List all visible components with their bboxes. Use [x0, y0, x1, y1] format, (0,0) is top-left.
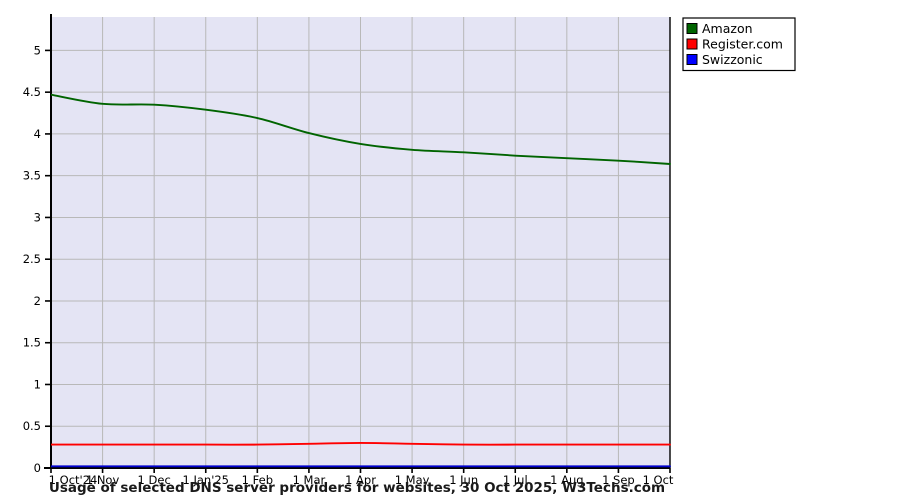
- legend-label-swizzonic: Swizzonic: [702, 52, 763, 67]
- y-tick-label: 3.5: [23, 169, 41, 183]
- y-tick-label: 4.5: [23, 85, 41, 99]
- y-tick-label: 1.5: [23, 336, 41, 350]
- x-tick-label: 1 May: [395, 473, 430, 487]
- y-tick-label: 3: [34, 210, 41, 224]
- legend-label-amazon: Amazon: [702, 21, 753, 36]
- y-tick-label: 0.5: [23, 419, 41, 433]
- y-tick-label: 1: [34, 377, 41, 391]
- x-tick-label: 1 Sep: [602, 473, 635, 487]
- x-tick-label: 1 Feb: [242, 473, 273, 487]
- legend-label-register-com: Register.com: [702, 37, 783, 52]
- legend-swatch-amazon: [686, 23, 698, 34]
- y-tick-label: 4: [34, 127, 41, 141]
- x-axis-ticks: 1 Oct'241 Nov 1 Dec 1 Jan'25 1 Feb 1 Mar 1 Ap…: [49, 468, 674, 487]
- y-tick-label: 5: [34, 43, 41, 57]
- x-tick-label: 1 Jun: [449, 473, 478, 487]
- legend-box: [682, 17, 796, 72]
- y-tick-label: 2: [34, 294, 41, 308]
- y-axis-ticks: 0 0.5 1 1.5 2 2.5 3 3.5 4 4.5 5: [23, 43, 51, 475]
- axis-lines: [44, 14, 671, 469]
- x-tick-label: 1 Aug: [550, 473, 583, 487]
- x-tick-label: 1 Jul: [503, 473, 528, 487]
- data-series: [51, 93, 671, 468]
- chart-caption: Usage of selected DNS server providers f…: [49, 480, 665, 496]
- x-tick-label: 1 Oct'24: [49, 473, 98, 487]
- x-tick-label: 1 Oct: [643, 473, 674, 487]
- legend-swatch-register-com: [686, 38, 698, 50]
- series-line-amazon: [51, 93, 671, 165]
- x-tick-label: 1 Apr: [345, 473, 376, 487]
- x-tick-label: 1 Dec: [138, 473, 171, 487]
- y-tick-label: 2.5: [23, 252, 41, 266]
- x-tick-label: 1 Mar: [293, 473, 326, 487]
- legend-swatch-swizzonic: [686, 54, 698, 65]
- x-tick-label: 1 Jan'25: [183, 473, 230, 487]
- series-line-register-com: [51, 441, 671, 446]
- y-tick-label: 0: [34, 461, 41, 475]
- gridlines: [51, 17, 671, 468]
- x-tick-label: 1 Nov: [86, 473, 120, 487]
